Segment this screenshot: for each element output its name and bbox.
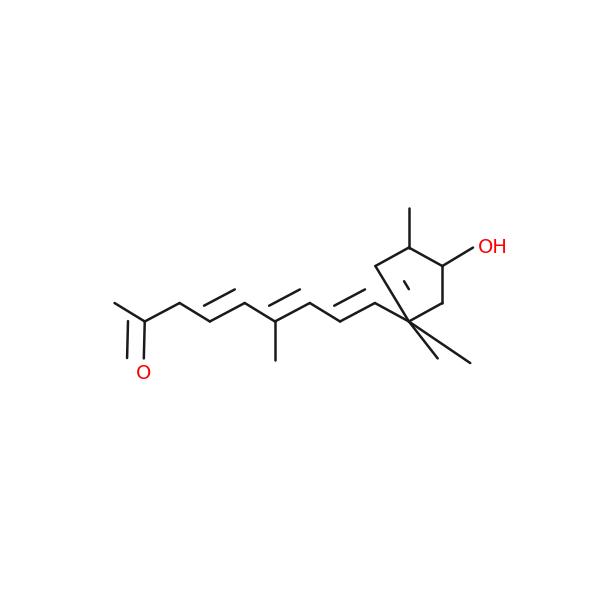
Text: O: O [136, 364, 152, 383]
Text: OH: OH [478, 238, 508, 257]
